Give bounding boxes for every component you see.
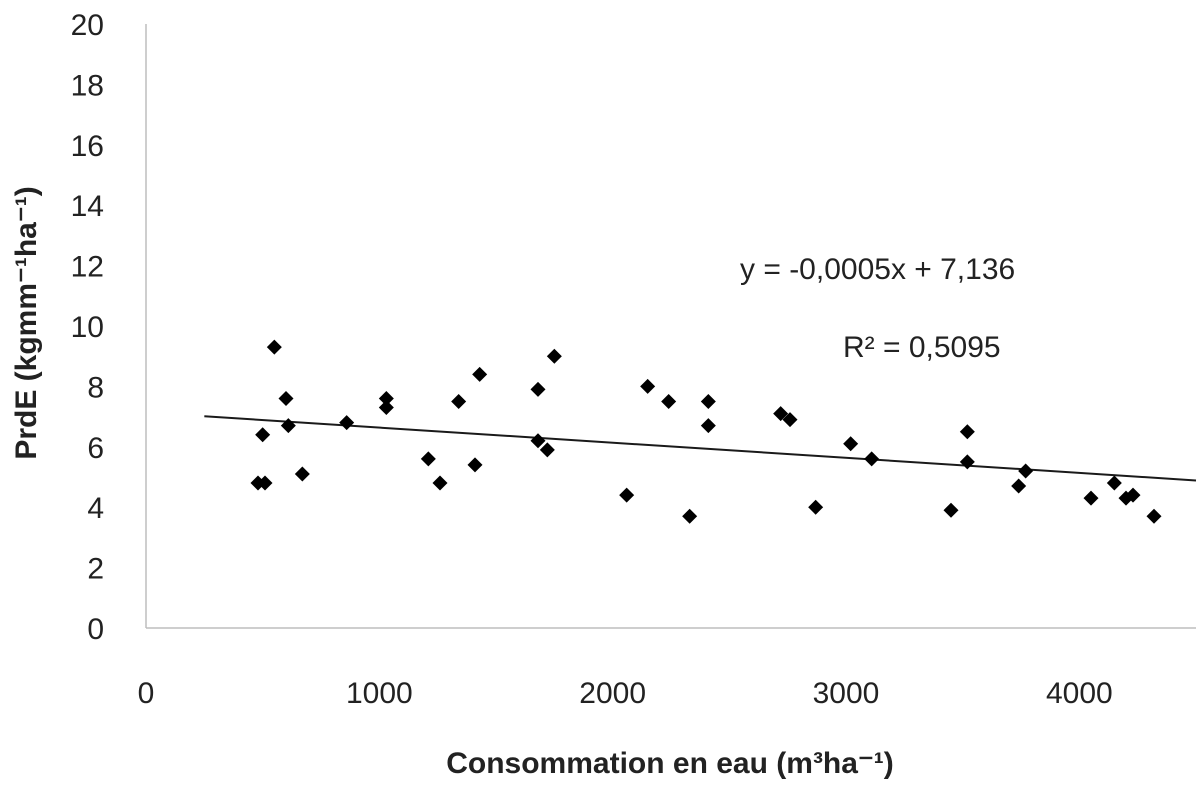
- y-tick-label: 16: [71, 130, 104, 163]
- y-axis-title: PrdE (kgmm⁻¹ha⁻¹): [10, 186, 43, 459]
- data-point: [619, 487, 635, 503]
- y-tick-label: 8: [87, 371, 104, 404]
- data-point: [530, 381, 546, 397]
- data-point: [378, 390, 394, 406]
- data-point: [451, 394, 467, 409]
- x-axis-title: Consommation en eau (m³ha⁻¹): [446, 747, 894, 780]
- data-point: [378, 400, 394, 416]
- data-point: [339, 415, 355, 431]
- data-points: [250, 339, 1162, 524]
- data-point: [700, 418, 716, 434]
- data-point: [278, 390, 294, 406]
- data-point: [1125, 487, 1141, 503]
- x-tick-label: 3000: [813, 677, 880, 710]
- trendline: [204, 415, 1197, 482]
- data-point: [682, 508, 698, 524]
- data-point: [661, 394, 677, 409]
- data-point: [472, 366, 488, 382]
- data-point: [1011, 478, 1027, 494]
- y-tick-label: 2: [87, 553, 104, 586]
- data-point: [1106, 475, 1122, 491]
- data-point: [1018, 463, 1034, 479]
- data-point: [539, 442, 555, 458]
- data-point: [257, 475, 273, 491]
- data-point: [255, 427, 271, 443]
- x-tick-label: 2000: [579, 677, 646, 710]
- data-point: [943, 502, 959, 518]
- data-point: [467, 457, 483, 473]
- data-point: [640, 378, 656, 394]
- x-tick-label: 4000: [1046, 677, 1113, 710]
- x-tick-label: 1000: [346, 677, 413, 710]
- y-tick-label: 14: [71, 190, 104, 223]
- trendline-equation: y = -0,0005x + 7,136: [740, 253, 1015, 286]
- y-tick-label: 12: [71, 251, 104, 284]
- y-tick-label: 6: [87, 432, 104, 465]
- data-point: [266, 339, 282, 355]
- data-point: [808, 499, 824, 515]
- data-point: [773, 406, 789, 422]
- data-point: [843, 436, 859, 452]
- data-point: [700, 394, 716, 409]
- y-tick-label: 0: [87, 613, 104, 646]
- y-tick-label: 20: [71, 9, 104, 42]
- data-point: [294, 466, 310, 482]
- data-point: [959, 454, 975, 470]
- x-tick-label: 0: [138, 677, 155, 710]
- y-tick-label: 4: [87, 492, 104, 525]
- data-point: [530, 433, 546, 449]
- y-tick-labels: 0 2 4 6 8 10 12 14 16 18 20: [71, 9, 104, 646]
- data-point: [864, 451, 880, 467]
- data-point: [546, 348, 562, 364]
- data-point: [959, 424, 975, 440]
- data-point: [1083, 490, 1099, 506]
- r-squared-label: R² = 0,5095: [843, 331, 1001, 364]
- data-point: [1146, 508, 1162, 524]
- y-tick-label: 10: [71, 311, 104, 344]
- data-point: [420, 451, 436, 467]
- data-point: [782, 412, 798, 428]
- x-tick-labels: 0 1000 2000 3000 4000: [138, 677, 1113, 710]
- y-tick-label: 18: [71, 69, 104, 102]
- data-point: [280, 418, 296, 434]
- data-point: [432, 475, 448, 491]
